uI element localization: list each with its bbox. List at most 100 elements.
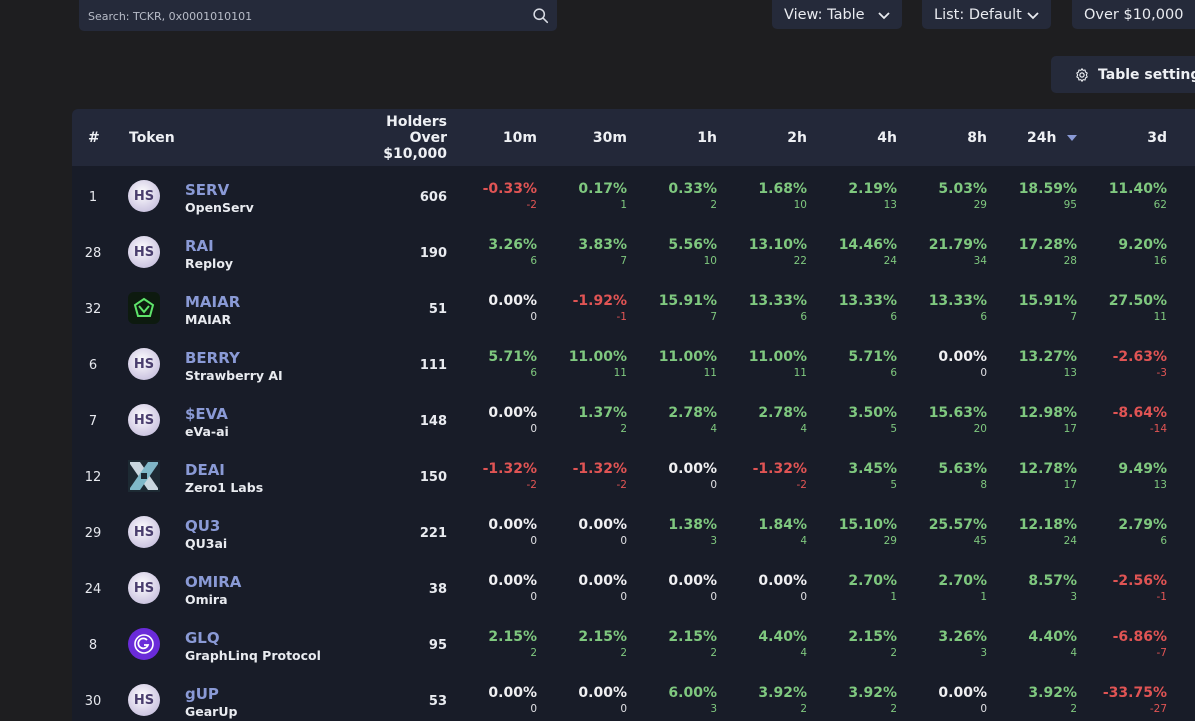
table-row[interactable]: 7 HS $EVA eVa-ai 148 0.00% 0 1.37% 2 2.78% 4 2.78% 4… [72,392,1195,448]
change-percent: 12.98% [1018,405,1077,421]
token-ticker[interactable]: RAI [185,237,214,255]
sort-desc-icon [1067,135,1078,141]
change-delta: 10 [703,255,717,267]
change-delta: 5 [890,423,897,435]
change-cell: 3.92% 2 [797,672,897,715]
change-cell: 1.38% 3 [617,504,717,547]
list-dropdown[interactable]: List: Default [922,0,1051,29]
change-percent: 27.50% [1108,293,1167,309]
change-delta: 11 [703,367,717,379]
change-cell: 1.37% 2 [527,392,627,435]
change-cell: 0.00% 0 [617,448,717,491]
holders-count: 150 [419,470,447,485]
view-dropdown[interactable]: View: Table [772,0,902,29]
change-cell: 0.00% 0 [527,672,627,715]
search-icon[interactable] [532,7,549,24]
change-percent: 13.33% [838,293,897,309]
change-cell: 0.00% 0 [527,560,627,603]
token-ticker[interactable]: QU3 [185,517,221,535]
change-cell: 21.79% 34 [887,224,987,267]
holders-count: 190 [419,246,447,261]
change-delta: 0 [530,703,537,715]
header-rank[interactable]: # [88,130,100,146]
filter-dropdown[interactable]: Over $10,000 [1072,0,1195,29]
change-percent: 11.00% [748,349,807,365]
token-ticker[interactable]: GLQ [185,629,220,647]
change-percent: 2.15% [578,629,627,645]
change-delta: 7 [1070,311,1077,323]
gear-icon [1076,67,1088,82]
table-settings-button[interactable]: Table settings [1051,56,1195,93]
change-delta: 11 [613,367,627,379]
change-cell: 11.00% 11 [617,336,717,379]
search-input[interactable]: Search: TCKR, 0x0001010101 [79,0,557,31]
change-delta: 0 [710,479,717,491]
change-percent: 3.83% [578,237,627,253]
change-percent: 2.15% [488,629,537,645]
change-delta: 22 [793,255,807,267]
table-row[interactable]: 8 GLQ GraphLinq Protocol 95 2.15% 2 2.15% 2 2.15… [72,616,1195,672]
change-delta: 6 [980,311,987,323]
change-percent: 11.00% [568,349,627,365]
table-row[interactable]: 28 HS RAI Reploy 190 3.26% 6 3.83% 7 5.56% 10 13.10… [72,224,1195,280]
header-4h[interactable]: 4h [877,130,897,146]
change-delta: 4 [800,535,807,547]
tokens-table: # Token Holders Over $10,000 10m 30m 1h … [72,109,1195,721]
token-ticker[interactable]: SERV [185,181,230,199]
change-delta: 13 [1153,479,1167,491]
change-delta: -27 [1149,703,1167,715]
change-percent: -0.33% [482,181,537,197]
token-ticker[interactable]: MAIAR [185,293,241,311]
token-ticker[interactable]: BERRY [185,349,240,367]
token-ticker[interactable]: DEAI [185,461,225,479]
header-24h[interactable]: 24h [1027,130,1078,146]
view-dropdown-label: View: Table [784,6,865,23]
table-row[interactable]: 32 MAIAR MAIAR 51 0.00% 0 -1.92% -1 15.91% 7 13.33… [72,280,1195,336]
header-30m[interactable]: 30m [592,130,627,146]
table-row[interactable]: 1 HS SERV OpenServ 606 -0.33% -2 0.17% 1 0.33% 2 1.… [72,168,1195,224]
header-holders[interactable]: Holders Over $10,000 [372,114,447,162]
header-2h[interactable]: 2h [787,130,807,146]
change-delta: 29 [973,199,987,211]
token-ticker[interactable]: $EVA [185,405,228,423]
table-row[interactable]: 6 HS BERRY Strawberry AI 111 5.71% 6 11.00% 11 11… [72,336,1195,392]
change-percent: -1.32% [752,461,807,477]
change-delta: 2 [620,647,627,659]
token-avatar: HS [128,348,160,380]
change-cell: 2.70% 1 [887,560,987,603]
header-1h[interactable]: 1h [697,130,717,146]
change-delta: -7 [1156,647,1167,659]
change-delta: 2 [710,647,717,659]
change-delta: 8 [980,479,987,491]
change-delta: 95 [1063,199,1077,211]
table-row[interactable]: 24 HS OMIRA Omira 38 0.00% 0 0.00% 0 0.00% 0 0.00% 0… [72,560,1195,616]
change-delta: 45 [973,535,987,547]
change-delta: 3 [980,647,987,659]
change-cell: 5.63% 8 [887,448,987,491]
change-cell: 0.00% 0 [887,672,987,715]
change-cell: 3.92% 2 [977,672,1077,715]
header-3d[interactable]: 3d [1147,130,1167,146]
graphlinq-logo-icon [128,628,160,660]
row-rank: 6 [88,358,98,373]
table-row[interactable]: 12 DEAI Zero1 Labs 150 -1.32% -2 -1.32% -2 0.00%… [72,448,1195,504]
change-percent: 21.79% [928,237,987,253]
change-percent: 13.10% [748,237,807,253]
token-ticker[interactable]: OMIRA [185,573,242,591]
table-row[interactable]: 29 HS QU3 QU3ai 221 0.00% 0 0.00% 0 1.38% 3 1.84% 4 1… [72,504,1195,560]
header-10m[interactable]: 10m [502,130,537,146]
change-delta: 7 [620,255,627,267]
change-delta: 7 [710,311,717,323]
table-row[interactable]: 30 HS gUP GearUp 53 0.00% 0 0.00% 0 6.00% 3 3.92% 2 3… [72,672,1195,721]
change-delta: 3 [1070,591,1077,603]
change-cell: 3.50% 5 [797,392,897,435]
header-8h[interactable]: 8h [967,130,987,146]
change-cell: 17.28% 28 [977,224,1077,267]
change-percent: 6.00% [668,685,717,701]
header-token[interactable]: Token [129,130,175,146]
token-ticker[interactable]: gUP [185,685,219,703]
table-header: # Token Holders Over $10,000 10m 30m 1h … [72,109,1195,166]
change-delta: 0 [620,703,627,715]
holders-count: 111 [419,358,447,373]
change-cell: 18.59% 95 [977,168,1077,211]
